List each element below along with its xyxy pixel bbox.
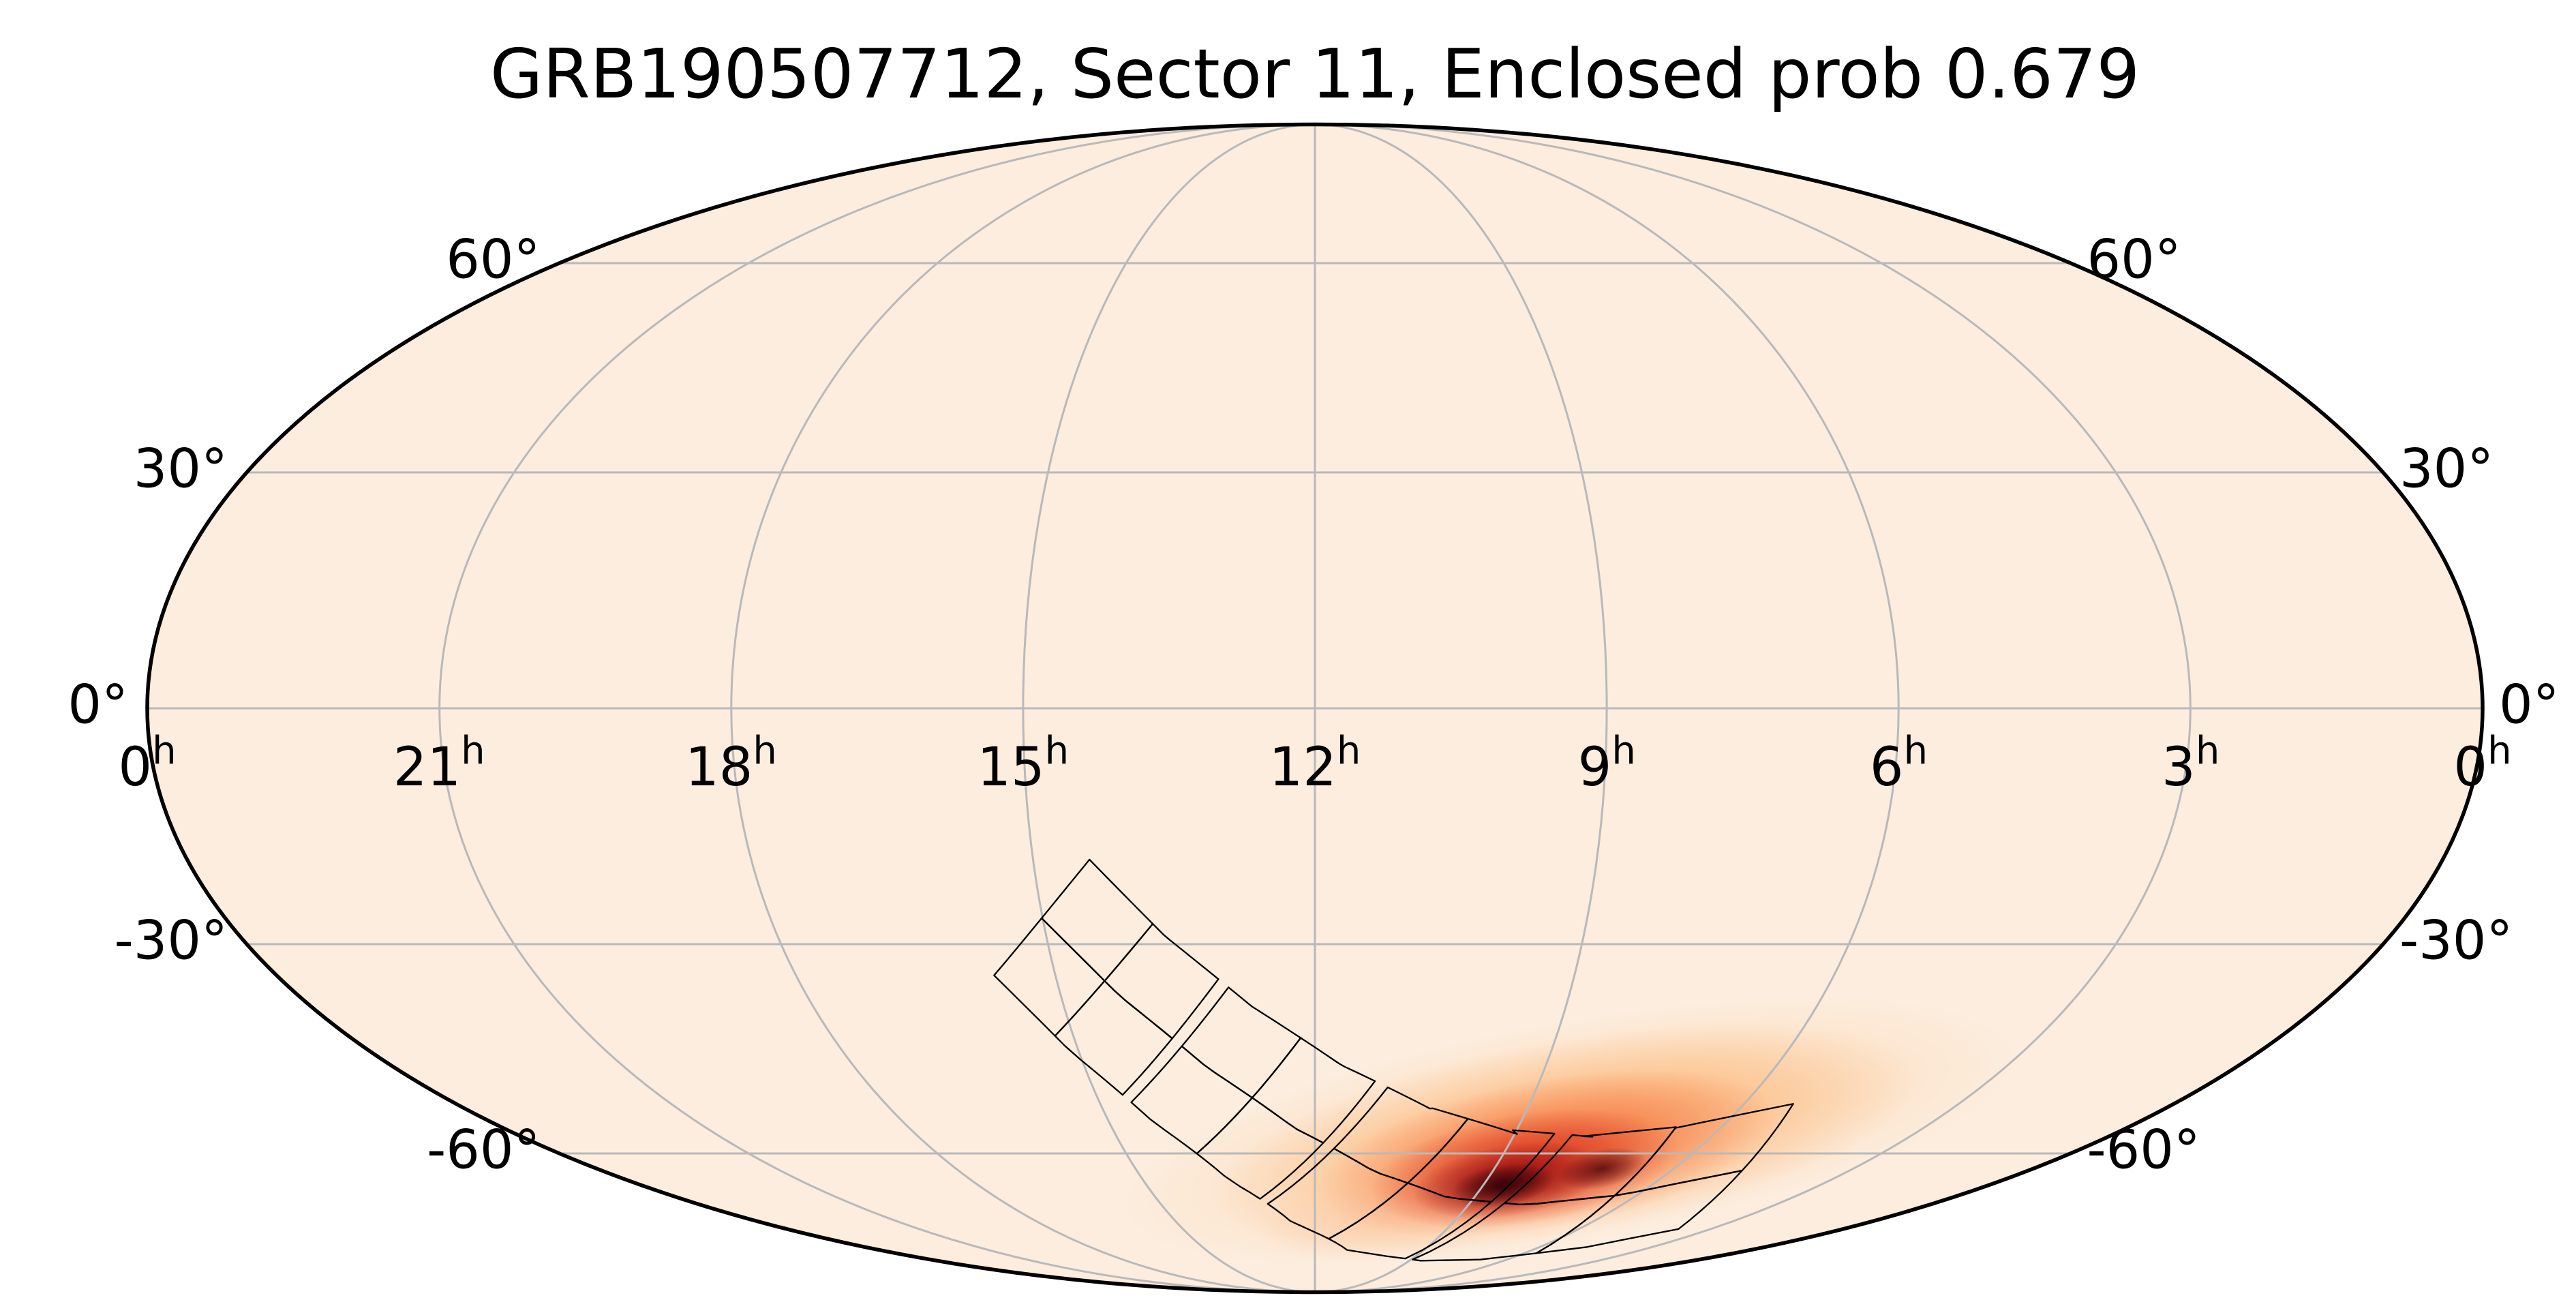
ra-tick-label: 18h <box>685 729 777 798</box>
dec-tick-label-left: -30° <box>115 910 228 971</box>
dec-tick-label-right: 60° <box>2087 230 2181 291</box>
dec-tick-label-left: -60° <box>427 1119 540 1181</box>
axis-labels: 60° 60° 30° 30° 0° 0° -30° -30° -60° -60° 0h 21h 18h… <box>67 230 2559 1181</box>
graticule <box>147 123 2483 1293</box>
ra-tick-label: 6h <box>1870 729 1928 798</box>
footprint-ccd-cell <box>1407 1117 1556 1203</box>
map-outline <box>145 122 2485 1295</box>
ra-tick-label: 15h <box>977 729 1069 798</box>
ra-tick-label: 0h <box>118 729 176 798</box>
footprint-ccd-cell <box>1251 1037 1376 1144</box>
dec-tick-label-right: -30° <box>2399 910 2513 971</box>
heatmap-layer <box>1451 1163 1555 1207</box>
ra-tick-label: 0h <box>2453 729 2511 798</box>
ra-tick-label: 3h <box>2162 729 2219 798</box>
footprint-ccd-cell <box>1104 923 1219 1040</box>
ra-tick-label: 21h <box>393 729 485 798</box>
dec-tick-label-right: 0° <box>2499 674 2560 736</box>
dec-tick-label-right: 30° <box>2399 438 2494 500</box>
dec-tick-label-left: 60° <box>446 230 540 291</box>
tess-footprint <box>993 858 1794 1262</box>
footprint-ccd-cell <box>1613 1103 1794 1197</box>
heatmap-layer <box>1557 1147 1647 1190</box>
ra-tick-label: 12h <box>1269 729 1361 798</box>
dec-tick-label-left: 0° <box>67 674 128 736</box>
dec-tick-label-right: -60° <box>2087 1119 2200 1181</box>
ra-tick-label: 9h <box>1578 729 1636 798</box>
chart-title: GRB190507712, Sector 11, Enclosed prob 0… <box>489 34 2140 114</box>
dec-tick-label-left: 30° <box>134 438 228 500</box>
